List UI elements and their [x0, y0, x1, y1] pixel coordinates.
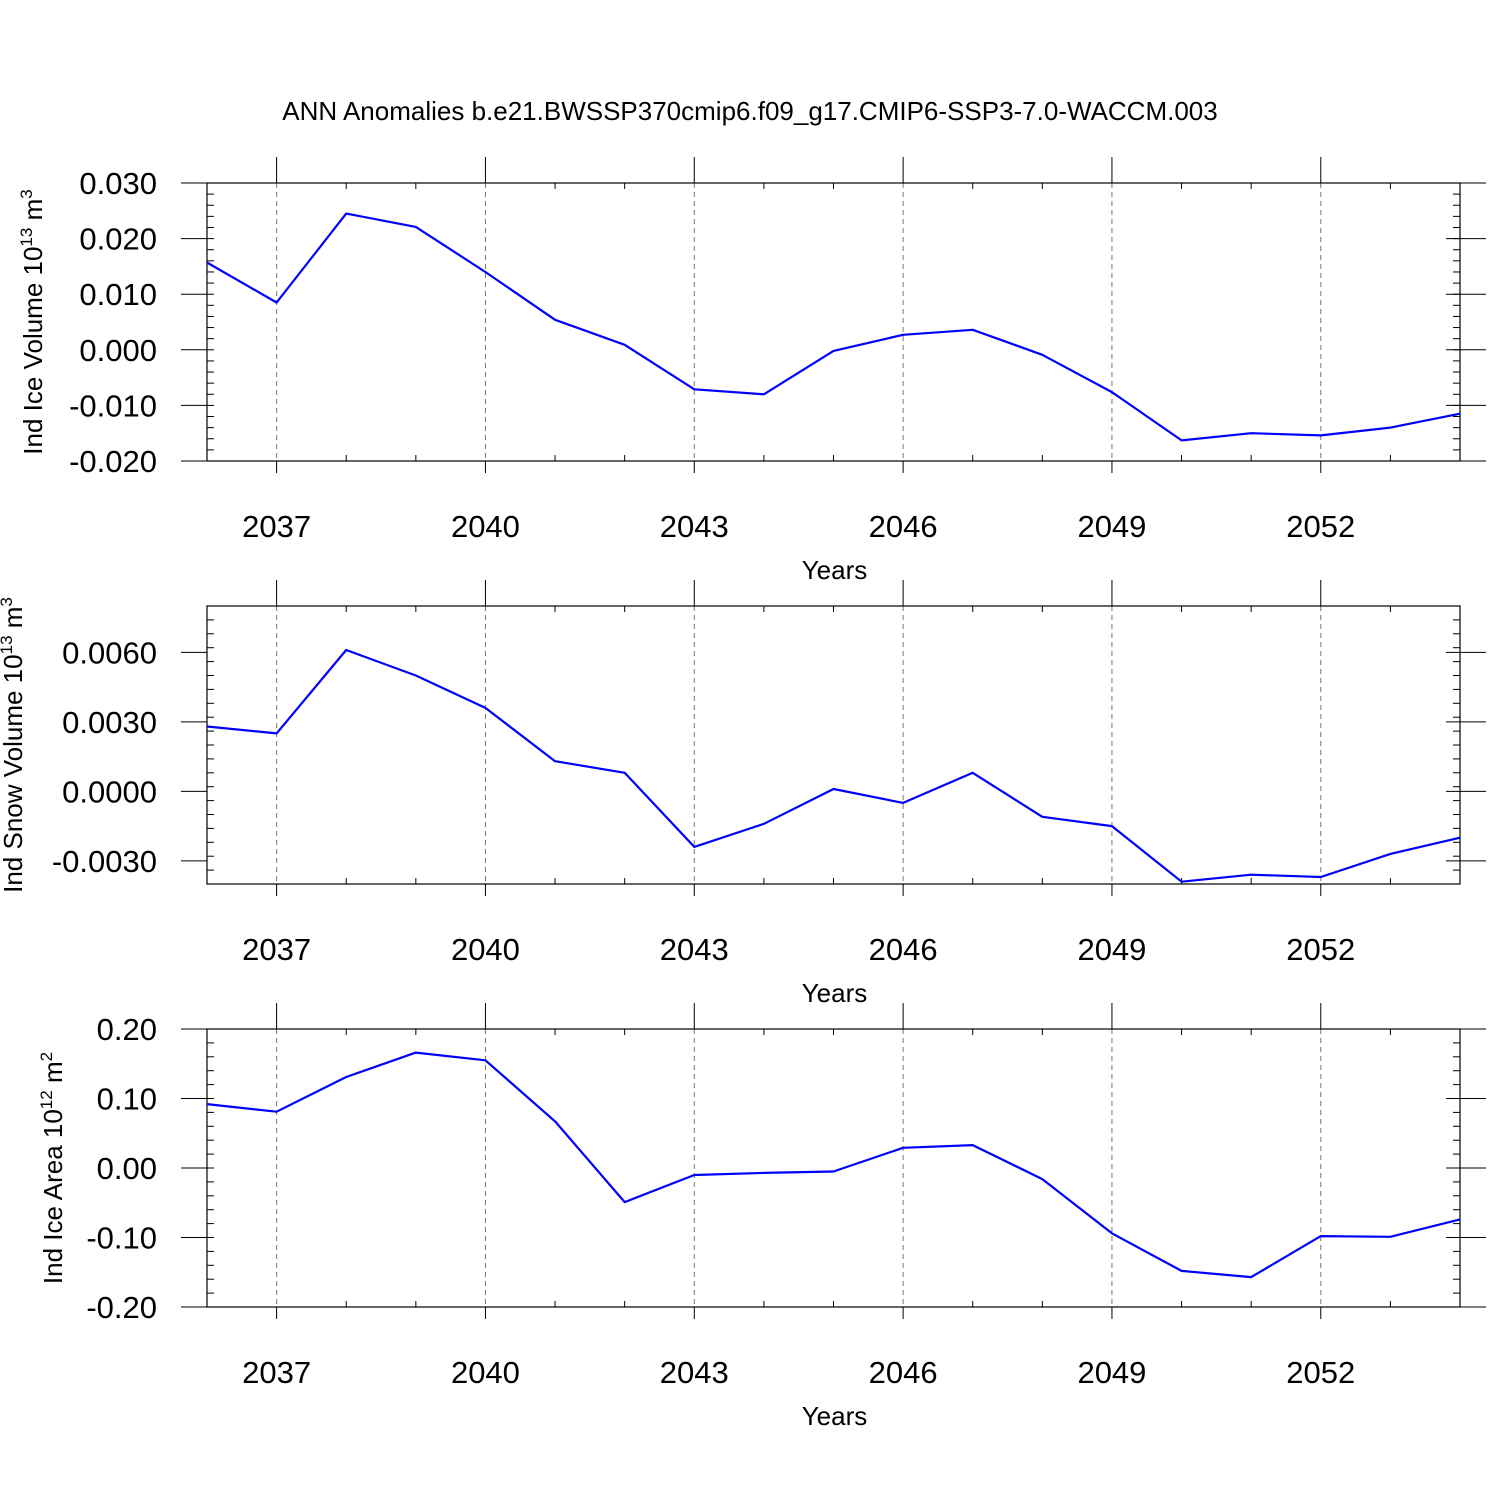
plot-frame	[206, 605, 1461, 885]
x-tick-label: 2046	[869, 932, 938, 967]
x-tick-label: 2043	[660, 1355, 729, 1390]
y-tick-label: 0.0000	[62, 774, 157, 809]
x-tick-label: 2052	[1286, 1355, 1355, 1390]
series-line	[206, 648, 1461, 883]
y-tick-label: -0.10	[86, 1221, 157, 1256]
chart-title: ANN Anomalies b.e21.BWSSP370cmip6.f09_g1…	[282, 96, 1217, 126]
x-tick-label: 2037	[242, 932, 311, 967]
x-tick-label: 2052	[1286, 509, 1355, 544]
y-axis-title: Ind Snow Volume 1013 m3	[0, 597, 28, 893]
x-axis-title: Years	[802, 978, 868, 1008]
x-tick-label: 2049	[1077, 509, 1146, 544]
y-tick-label: 0.010	[79, 277, 157, 312]
y-tick-label: 0.20	[97, 1012, 157, 1047]
x-tick-label: 2040	[451, 1355, 520, 1390]
y-axis-title: Ind Ice Area 1012 m2	[37, 1052, 68, 1284]
y-axis-title: Ind Ice Volume 1013 m3	[17, 189, 48, 454]
x-tick-label: 2040	[451, 932, 520, 967]
series-line	[206, 1051, 1461, 1279]
x-axis-title: Years	[802, 1401, 868, 1431]
x-tick-label: 2046	[869, 1355, 938, 1390]
x-tick-label: 2040	[451, 509, 520, 544]
x-tick-label: 2052	[1286, 932, 1355, 967]
ice-volume-panel: -0.020 -0.010 0.000 0.010 0.020 0.030 2037 2040…	[17, 157, 1486, 585]
y-tick-label: -0.010	[69, 388, 157, 423]
y-tick-label: -0.020	[69, 444, 157, 479]
x-tick-label: 2049	[1077, 1355, 1146, 1390]
y-tick-label: 0.030	[79, 166, 157, 201]
x-tick-label: 2043	[660, 509, 729, 544]
y-tick-label: 0.020	[79, 222, 157, 257]
y-tick-label: -0.20	[86, 1290, 157, 1325]
x-tick-label: 2049	[1077, 932, 1146, 967]
x-tick-label: 2043	[660, 932, 729, 967]
y-tick-label: 0.000	[79, 333, 157, 368]
y-tick-label: -0.0030	[52, 844, 157, 879]
x-tick-label: 2037	[242, 1355, 311, 1390]
y-tick-label: 0.0060	[62, 635, 157, 670]
x-axis-title: Years	[802, 555, 868, 585]
plot-frame	[206, 182, 1461, 462]
x-tick-label: 2037	[242, 509, 311, 544]
ice-area-panel: -0.20 -0.10 0.00 0.10 0.20 2037 2040 2043 2046 20…	[37, 1003, 1486, 1431]
y-tick-label: 0.00	[97, 1151, 157, 1186]
series-line	[206, 212, 1461, 442]
snow-volume-panel: -0.0030 0.0000 0.0030 0.0060 2037 2040 2043 204…	[0, 580, 1486, 1008]
y-tick-label: 0.10	[97, 1082, 157, 1117]
y-tick-label: 0.0030	[62, 705, 157, 740]
x-tick-label: 2046	[869, 509, 938, 544]
